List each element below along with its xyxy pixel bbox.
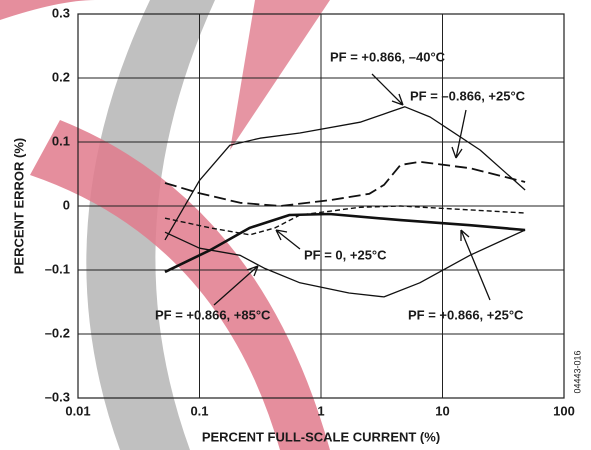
annotation-arrow — [460, 229, 491, 301]
annotation: PF = +0.866, –40°C — [330, 49, 446, 64]
x-tick-label: 1 — [317, 403, 324, 418]
series-line — [164, 160, 526, 207]
grid — [77, 13, 565, 399]
y-tick-label: 0.1 — [52, 133, 70, 148]
y-tick-label: 0 — [63, 197, 70, 212]
annotation: PF = 0, +25°C — [304, 247, 387, 262]
annotation-arrow — [451, 109, 467, 159]
x-axis-title: PERCENT FULL-SCALE CURRENT (%) — [202, 429, 440, 444]
annotation: PF = –0.866, +25°C — [410, 88, 526, 103]
series-line — [164, 106, 526, 241]
series-line — [164, 212, 526, 274]
watermark-red — [30, 120, 330, 450]
annotation: PF = +0.866, +25°C — [408, 307, 524, 322]
x-tick-label: 100 — [553, 403, 575, 418]
lines — [164, 106, 526, 298]
labels: –0.3 –0.2 –0.1 0 0.1 0.2 0.3 0.01 0.1 1 10 100 — [45, 5, 575, 418]
y-tick-label: –0.2 — [45, 325, 70, 340]
x-tick-label: 0.01 — [65, 403, 90, 418]
y-tick-label: 0.2 — [52, 69, 70, 84]
series-line — [164, 205, 526, 236]
annotation-arrow — [371, 73, 404, 106]
x-tick-label: 10 — [435, 403, 449, 418]
y-axis-title: PERCENT ERROR (%) — [11, 138, 26, 275]
y-tick-label: 0.3 — [52, 5, 70, 20]
annotation-arrow — [275, 229, 301, 250]
x-tick-label: 0.1 — [190, 403, 208, 418]
watermark-red-top — [0, 0, 95, 20]
annotation: PF = +0.866, +85°C — [155, 307, 271, 322]
watermark-red-wedge — [230, 0, 330, 150]
y-tick-label: –0.1 — [45, 261, 70, 276]
y-tick-label: –0.3 — [45, 389, 70, 404]
series-line — [164, 229, 526, 298]
annotation-arrow — [213, 265, 259, 306]
figure-code: 04443-016 — [572, 350, 582, 393]
